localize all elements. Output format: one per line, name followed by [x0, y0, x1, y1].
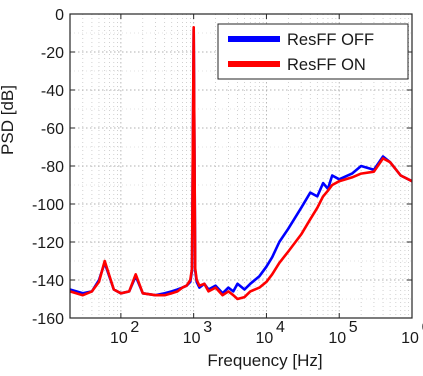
x-tick-label-exponent: 2	[130, 319, 139, 336]
y-axis-label: PSD [dB]	[0, 85, 17, 155]
x-tick-label-exponent: 4	[276, 319, 285, 336]
y-tick-label: -140	[32, 273, 64, 290]
y-tick-label: -20	[41, 45, 64, 62]
legend-label-resff-off: ResFF OFF	[287, 31, 374, 49]
x-axis-label: Frequency [Hz]	[207, 351, 322, 370]
y-tick-label: -160	[32, 311, 64, 328]
y-tick-label: -60	[41, 121, 64, 138]
x-tick-label: 10	[401, 330, 419, 347]
y-tick-label: -120	[32, 235, 64, 252]
y-tick-label: -80	[41, 159, 64, 176]
x-tick-label: 10	[256, 330, 274, 347]
y-tick-label: -40	[41, 83, 64, 100]
y-tick-label: -100	[32, 197, 64, 214]
legend: ResFF OFF ResFF ON	[218, 24, 408, 79]
x-tick-label: 10	[328, 330, 346, 347]
y-tick-label: 0	[55, 7, 64, 24]
x-tick-label: 10	[110, 330, 128, 347]
x-tick-label: 10	[183, 330, 201, 347]
legend-label-resff-on: ResFF ON	[287, 56, 366, 74]
x-tick-label-exponent: 3	[203, 319, 212, 336]
x-tick-label-exponent: 5	[349, 319, 358, 336]
